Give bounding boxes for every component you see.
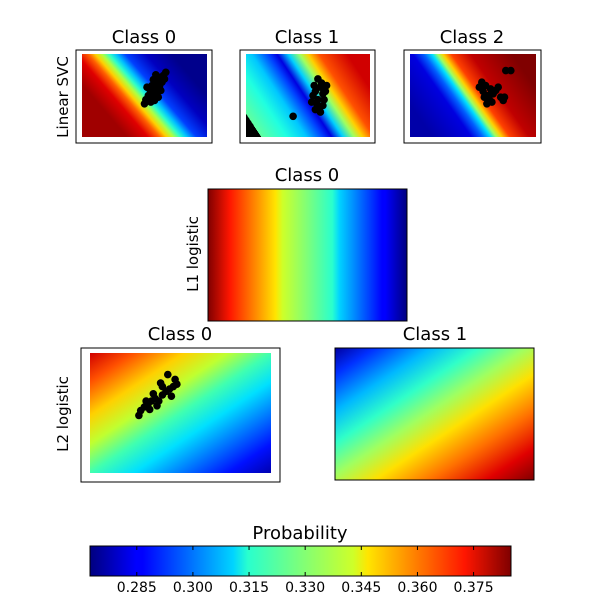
data-point — [478, 78, 486, 86]
data-point — [488, 98, 496, 106]
colorbar-tick-label: 0.330 — [285, 580, 325, 596]
data-point — [321, 87, 330, 96]
panel-l2-class1: Class 1 — [334, 324, 535, 481]
panel-svc-class0: Class 0 — [75, 27, 213, 144]
heatmap-image — [82, 54, 207, 137]
panel-title: Class 0 — [112, 27, 177, 48]
data-point — [289, 112, 297, 121]
panel-svc-class2: Class 2 — [403, 27, 542, 144]
data-point — [162, 68, 170, 77]
data-point — [322, 81, 331, 90]
panel-title: Class 0 — [148, 324, 213, 345]
data-point — [173, 380, 181, 389]
panel-title: Class 1 — [275, 27, 340, 48]
data-point — [320, 95, 328, 104]
colorbar-tick-label: 0.300 — [173, 580, 213, 596]
data-point — [310, 81, 319, 90]
panel-l2-class0: Class 0 — [80, 324, 281, 483]
data-point — [135, 411, 143, 420]
data-point — [147, 98, 155, 106]
data-point — [140, 100, 149, 108]
data-point — [314, 75, 322, 83]
data-point — [319, 101, 327, 110]
colorbar-tick-label: 0.285 — [117, 580, 157, 596]
data-point — [500, 93, 509, 101]
data-point — [152, 71, 160, 79]
colorbar-tick-label: 0.360 — [397, 580, 437, 596]
data-point — [149, 390, 158, 398]
data-point — [143, 83, 151, 91]
data-point — [307, 98, 316, 106]
data-point — [167, 392, 176, 401]
panel-title: Class 0 — [275, 165, 340, 186]
colorbar: Probability 0.285 0.300 0.315 0.330 0.345 0.3… — [89, 523, 512, 596]
heatmap-image — [410, 54, 536, 137]
row-label-linear-svc: Linear SVC — [54, 56, 72, 138]
data-point — [311, 87, 320, 96]
data-point — [154, 93, 163, 101]
colorbar-gradient — [89, 545, 512, 577]
heatmap-image — [246, 54, 370, 137]
data-point — [156, 379, 165, 387]
data-point — [153, 402, 161, 410]
colorbar-tick-label: 0.345 — [341, 580, 381, 596]
data-point — [164, 370, 172, 379]
data-point — [160, 75, 169, 83]
data-point — [145, 405, 154, 414]
panel-svc-class1: Class 1 — [239, 27, 376, 144]
panel-l1-class0: Class 0 — [207, 165, 408, 322]
colorbar-title: Probability — [252, 523, 347, 544]
panel-title: Class 1 — [403, 324, 468, 345]
heatmap-image — [334, 347, 535, 481]
data-point — [142, 397, 150, 405]
row-label-l2-logistic: L2 logistic — [54, 376, 72, 452]
data-point — [157, 86, 165, 95]
colorbar-tick-label: 0.375 — [454, 580, 494, 596]
row-label-l1-logistic: L1 logistic — [184, 216, 202, 292]
data-point — [311, 105, 320, 114]
data-point — [507, 66, 515, 75]
data-point — [479, 87, 487, 96]
colorbar-tick-label: 0.315 — [229, 580, 269, 596]
heatmap-image — [90, 353, 271, 473]
heatmap-image — [207, 188, 408, 322]
panel-title: Class 2 — [440, 27, 505, 48]
data-point — [494, 83, 503, 91]
